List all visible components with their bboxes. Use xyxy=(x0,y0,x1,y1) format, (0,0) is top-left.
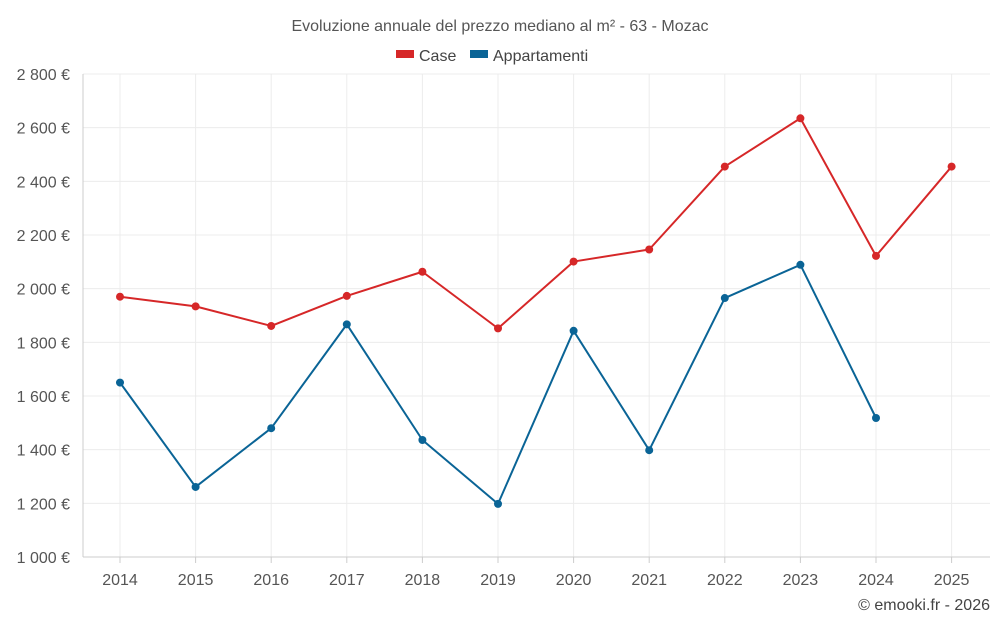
data-point-case[interactable] xyxy=(720,162,729,171)
credit-text: © emooki.fr - 2026 xyxy=(858,597,990,614)
y-tick-label: 1 000 € xyxy=(17,550,70,567)
data-point-case[interactable] xyxy=(267,321,276,330)
legend-label-case: Case xyxy=(419,48,456,65)
legend-swatch-appartamenti xyxy=(470,50,488,58)
y-tick-label: 1 200 € xyxy=(17,496,70,513)
data-point-appartamenti[interactable] xyxy=(116,378,124,387)
y-tick-label: 1 600 € xyxy=(17,389,70,406)
x-tick-label: 2016 xyxy=(253,572,289,589)
data-point-case[interactable] xyxy=(796,114,805,123)
x-tick-label: 2015 xyxy=(178,572,214,589)
series-appartamenti xyxy=(116,260,880,508)
x-tick-label: 2025 xyxy=(934,572,970,589)
legend: Case Appartamenti xyxy=(396,48,588,65)
data-point-case[interactable] xyxy=(494,324,502,333)
y-tick-label: 2 000 € xyxy=(17,282,70,299)
data-point-case[interactable] xyxy=(947,162,956,171)
series-case xyxy=(116,114,956,333)
grid xyxy=(83,73,990,557)
x-tick-label: 2020 xyxy=(556,572,592,589)
data-point-appartamenti[interactable] xyxy=(418,436,427,445)
data-point-case[interactable] xyxy=(191,302,200,311)
data-point-appartamenti[interactable] xyxy=(796,260,805,269)
data-point-case[interactable] xyxy=(569,257,578,266)
y-tick-label: 1 400 € xyxy=(17,443,70,460)
data-point-appartamenti[interactable] xyxy=(645,446,654,455)
y-tick-label: 2 800 € xyxy=(17,67,70,84)
x-tick-label: 2017 xyxy=(329,572,365,589)
legend-label-appartamenti: Appartamenti xyxy=(493,48,588,65)
chart-title: Evoluzione annuale del prezzo mediano al… xyxy=(291,18,708,35)
y-axis: 1 000 € 1 200 € 1 400 € 1 600 € 1 800 € 2 000… xyxy=(17,67,84,567)
series xyxy=(116,114,956,508)
y-tick-label: 2 600 € xyxy=(17,121,70,138)
data-point-case[interactable] xyxy=(418,267,427,276)
legend-item-case[interactable]: Case xyxy=(396,48,456,65)
series-line-case xyxy=(119,117,953,330)
data-point-case[interactable] xyxy=(645,245,654,254)
legend-swatch-case xyxy=(396,50,414,58)
x-tick-label: 2021 xyxy=(631,572,667,589)
data-point-case[interactable] xyxy=(872,251,880,260)
y-tick-label: 2 400 € xyxy=(17,174,70,191)
data-point-appartamenti[interactable] xyxy=(569,326,578,335)
data-point-appartamenti[interactable] xyxy=(267,424,276,433)
legend-item-appartamenti[interactable]: Appartamenti xyxy=(470,48,588,65)
y-tick-label: 2 200 € xyxy=(17,228,70,245)
x-axis: 2014 2015 2016 2017 2018 2019 2020 2021 2022 2023… xyxy=(83,556,990,589)
data-point-case[interactable] xyxy=(116,292,124,301)
x-tick-label: 2022 xyxy=(707,572,743,589)
x-tick-label: 2018 xyxy=(405,572,441,589)
data-point-appartamenti[interactable] xyxy=(872,414,880,423)
data-point-case[interactable] xyxy=(342,291,351,300)
y-tick-label: 1 800 € xyxy=(17,335,70,352)
data-point-appartamenti[interactable] xyxy=(342,320,351,329)
x-tick-label: 2019 xyxy=(480,572,516,589)
x-tick-label: 2023 xyxy=(783,572,819,589)
data-point-appartamenti[interactable] xyxy=(191,482,200,491)
x-tick-label: 2014 xyxy=(102,572,138,589)
data-point-appartamenti[interactable] xyxy=(720,294,729,303)
x-tick-label: 2024 xyxy=(858,572,894,589)
data-point-appartamenti[interactable] xyxy=(494,499,502,508)
